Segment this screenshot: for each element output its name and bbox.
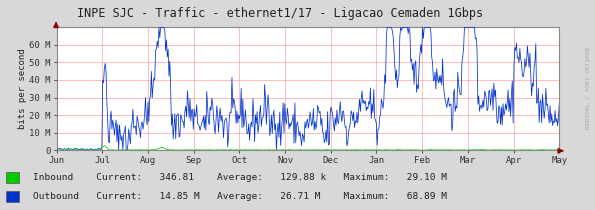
Text: Outbound   Current:   14.85 M   Average:   26.71 M    Maximum:   68.89 M: Outbound Current: 14.85 M Average: 26.71… [33,192,447,201]
Text: RRDTOOL / TOBI OETIKER: RRDTOOL / TOBI OETIKER [586,47,591,129]
Y-axis label: bits per second: bits per second [18,49,27,129]
Text: INPE SJC - Traffic - ethernet1/17 - Ligacao Cemaden 1Gbps: INPE SJC - Traffic - ethernet1/17 - Liga… [77,7,483,20]
Text: Inbound    Current:   346.81    Average:   129.88 k   Maximum:   29.10 M: Inbound Current: 346.81 Average: 129.88 … [33,173,447,182]
